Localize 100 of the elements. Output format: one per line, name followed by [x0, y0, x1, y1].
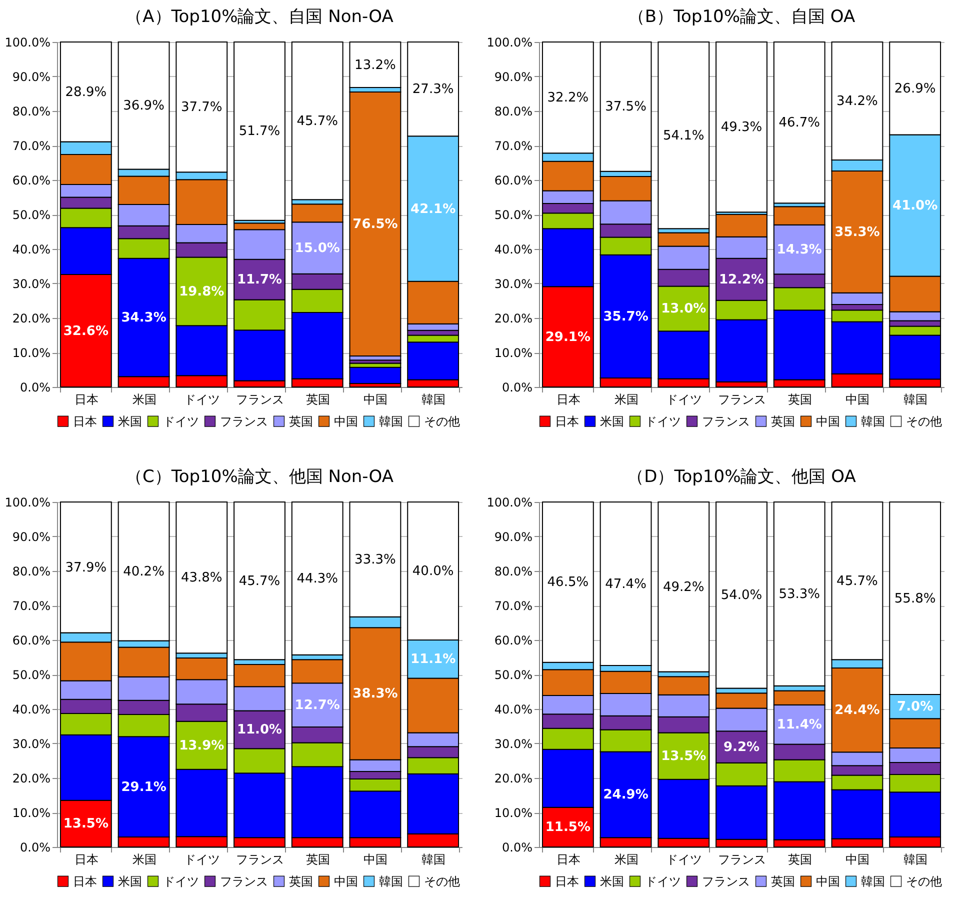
chart-title: （A）Top10%論文、自国 Non-OA: [126, 7, 394, 27]
x-tick-label: 米国: [614, 392, 638, 406]
y-tick-label: 20.0%: [12, 312, 50, 326]
data-label: 11.5%: [545, 820, 590, 836]
data-label: 24.9%: [603, 788, 648, 803]
y-tick-label: 40.0%: [12, 242, 50, 256]
data-label: 15.0%: [294, 240, 340, 256]
y-tick-label: 70.0%: [494, 599, 532, 613]
bar: [658, 42, 710, 230]
y-tick-label: 0.0%: [502, 380, 532, 394]
y-tick-label: 90.0%: [494, 530, 532, 544]
legend-label: 米国: [600, 874, 624, 888]
x-tick-label: 日本: [74, 852, 98, 866]
bar: [291, 42, 344, 200]
legend-label: その他: [424, 874, 460, 888]
x-tick-label: 英国: [788, 852, 812, 866]
bar: [349, 92, 402, 356]
data-label: 49.2%: [662, 580, 704, 595]
legend-label: ドイツ: [163, 414, 199, 428]
data-label: 32.6%: [63, 324, 108, 339]
legend-label: 日本: [555, 414, 579, 428]
bar: [773, 42, 826, 204]
data-label: 28.9%: [65, 84, 107, 100]
data-label: 11.4%: [776, 718, 822, 733]
data-label: 34.2%: [836, 94, 878, 109]
y-tick-label: 70.0%: [12, 599, 50, 613]
y-tick-label: 70.0%: [12, 139, 50, 153]
y-tick-label: 50.0%: [494, 668, 532, 682]
legend-label: フランス: [220, 874, 268, 888]
legend-label: フランス: [702, 414, 750, 428]
y-tick-label: 30.0%: [494, 277, 532, 291]
y-tick-label: 90.0%: [12, 70, 50, 84]
legend-label: 中国: [816, 874, 840, 888]
legend-label: 米国: [118, 874, 142, 888]
y-tick-label: 100.0%: [486, 496, 532, 510]
y-tick-label: 40.0%: [494, 702, 532, 716]
y-tick-label: 40.0%: [12, 702, 50, 716]
y-tick-label: 100.0%: [4, 496, 50, 510]
legend-label: フランス: [702, 874, 750, 888]
y-tick-label: 10.0%: [12, 346, 50, 360]
data-label: 29.1%: [121, 780, 166, 795]
y-tick-label: 80.0%: [494, 564, 532, 578]
y-tick-label: 60.0%: [494, 634, 532, 648]
x-tick-label: 日本: [556, 392, 580, 406]
y-tick-label: 60.0%: [494, 174, 532, 188]
data-label: 46.5%: [547, 575, 589, 590]
data-label: 19.8%: [179, 284, 224, 300]
data-label: 11.0%: [236, 722, 282, 738]
x-tick-label: フランス: [718, 392, 766, 406]
legend-label: 英国: [771, 414, 795, 428]
data-label: 36.9%: [123, 98, 164, 114]
legend-label: ドイツ: [645, 874, 681, 888]
data-label: 45.7%: [836, 574, 878, 589]
x-tick-label: 日本: [556, 852, 580, 866]
data-label: 14.3%: [776, 242, 822, 258]
y-tick-label: 80.0%: [494, 104, 532, 118]
legend-label: 米国: [118, 414, 142, 428]
data-label: 13.2%: [354, 58, 396, 73]
data-label: 32.2%: [547, 90, 589, 106]
x-tick-label: 米国: [614, 852, 638, 866]
y-tick-label: 90.0%: [494, 70, 532, 84]
data-label: 13.5%: [63, 816, 108, 832]
data-label: 35.3%: [834, 224, 880, 240]
legend-label: 中国: [334, 414, 358, 428]
legend-label: その他: [906, 874, 942, 888]
x-tick-label: 日本: [74, 392, 98, 406]
y-tick-label: 60.0%: [12, 634, 50, 648]
data-label: 42.1%: [410, 202, 456, 217]
chart-title: （C）Top10%論文、他国 Non-OA: [126, 467, 394, 487]
x-tick-label: 韓国: [422, 852, 446, 866]
data-label: 9.2%: [723, 740, 760, 755]
x-tick-label: 英国: [306, 392, 330, 406]
chart-title: （B）Top10%論文、自国 OA: [628, 7, 856, 27]
legend-label: 米国: [600, 414, 624, 428]
y-tick-label: 20.0%: [12, 772, 50, 786]
y-tick-label: 10.0%: [494, 346, 532, 360]
y-tick-label: 0.0%: [502, 840, 532, 854]
y-tick-label: 10.0%: [12, 806, 50, 820]
data-label: 27.3%: [412, 82, 454, 98]
legend-label: その他: [906, 414, 942, 428]
data-label: 51.7%: [238, 124, 280, 140]
data-label: 26.9%: [894, 81, 936, 96]
y-tick-label: 100.0%: [486, 36, 532, 50]
data-label: 13.9%: [179, 738, 224, 754]
data-label: 54.1%: [662, 128, 704, 144]
legend-label: 日本: [73, 874, 97, 888]
y-tick-label: 20.0%: [494, 772, 532, 786]
x-tick-label: 中国: [846, 392, 870, 406]
legend-label: 中国: [816, 414, 840, 428]
legend-label: 韓国: [379, 874, 403, 888]
data-label: 35.7%: [603, 309, 648, 324]
x-tick-label: 韓国: [904, 852, 928, 866]
data-label: 12.2%: [718, 272, 764, 288]
data-label: 37.5%: [605, 100, 646, 115]
data-label: 38.3%: [352, 686, 398, 702]
data-label: 13.0%: [661, 302, 706, 317]
x-tick-label: フランス: [718, 852, 766, 866]
legend-label: 日本: [73, 414, 97, 428]
data-label: 41.0%: [892, 198, 938, 214]
data-label: 53.3%: [778, 586, 820, 602]
